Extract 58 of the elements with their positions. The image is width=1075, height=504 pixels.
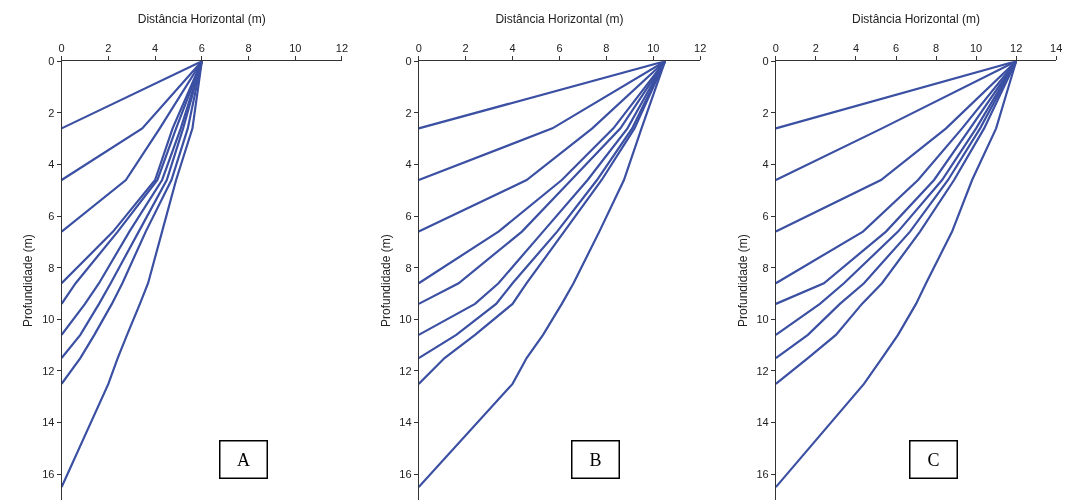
annotation: C: [927, 449, 940, 470]
y-tick-label: 0: [48, 55, 55, 68]
y-tick-label: 14: [42, 416, 55, 429]
x-tick-label: 0: [772, 41, 779, 54]
y-axis-title: Profundidade (m): [21, 234, 36, 328]
x-axis-title: Distância Horizontal (m): [495, 12, 624, 27]
x-tick-label: 12: [694, 41, 707, 54]
y-tick-label: 6: [405, 209, 412, 222]
x-tick-label: 2: [812, 41, 819, 54]
y-tick-label: 16: [399, 468, 412, 481]
y-tick-label: 6: [48, 209, 55, 222]
y-axis-title: Profundidade (m): [735, 234, 750, 328]
x-tick-label: 6: [892, 41, 900, 54]
y-tick-label: 2: [405, 106, 412, 119]
x-tick-label: 10: [289, 41, 302, 54]
x-tick-label: 0: [58, 41, 65, 54]
x-tick-label: 10: [969, 41, 983, 54]
x-tick-label: 12: [1010, 41, 1023, 54]
y-tick-label: 6: [762, 209, 769, 222]
y-tick-label: 10: [42, 313, 55, 326]
annotation: A: [237, 449, 250, 470]
x-tick-label: 8: [932, 41, 940, 54]
y-tick-label: 16: [756, 468, 769, 481]
x-tick-label: 4: [509, 41, 516, 54]
x-tick-label: 4: [852, 41, 860, 54]
x-axis-title: Distância Horizontal (m): [852, 12, 981, 27]
y-tick-label: 8: [48, 261, 55, 274]
y-tick-label: 8: [405, 261, 412, 274]
annotation: B: [589, 449, 602, 470]
x-tick-label: 10: [647, 41, 660, 54]
x-tick-label: 6: [198, 41, 205, 54]
y-tick-label: 8: [762, 261, 769, 274]
x-tick-label: 0: [415, 41, 422, 54]
y-tick-label: 10: [756, 313, 769, 326]
x-tick-label: 4: [152, 41, 159, 54]
y-tick-label: 2: [48, 106, 55, 119]
x-tick-label: 12: [335, 41, 349, 54]
y-axis-title: Profundidade (m): [378, 234, 393, 328]
x-tick-label: 14: [1050, 41, 1063, 54]
x-tick-label: 6: [556, 41, 563, 54]
y-tick-label: 0: [762, 55, 769, 68]
y-tick-label: 14: [399, 416, 412, 429]
y-tick-label: 12: [399, 364, 412, 377]
y-tick-label: 0: [405, 55, 412, 68]
x-tick-label: 8: [603, 41, 610, 54]
y-tick-label: 2: [762, 106, 769, 119]
x-axis-title: Distância Horizontal (m): [137, 12, 266, 27]
y-tick-label: 4: [48, 158, 55, 171]
x-tick-label: 8: [245, 41, 252, 54]
y-tick-label: 4: [762, 158, 769, 171]
y-tick-label: 16: [42, 468, 55, 481]
x-tick-label: 2: [105, 41, 112, 54]
y-tick-label: 12: [42, 364, 55, 377]
y-tick-label: 12: [756, 364, 769, 377]
y-tick-label: 4: [405, 158, 412, 171]
x-tick-label: 2: [462, 41, 469, 54]
y-tick-label: 10: [399, 313, 412, 326]
y-tick-label: 14: [756, 416, 769, 429]
